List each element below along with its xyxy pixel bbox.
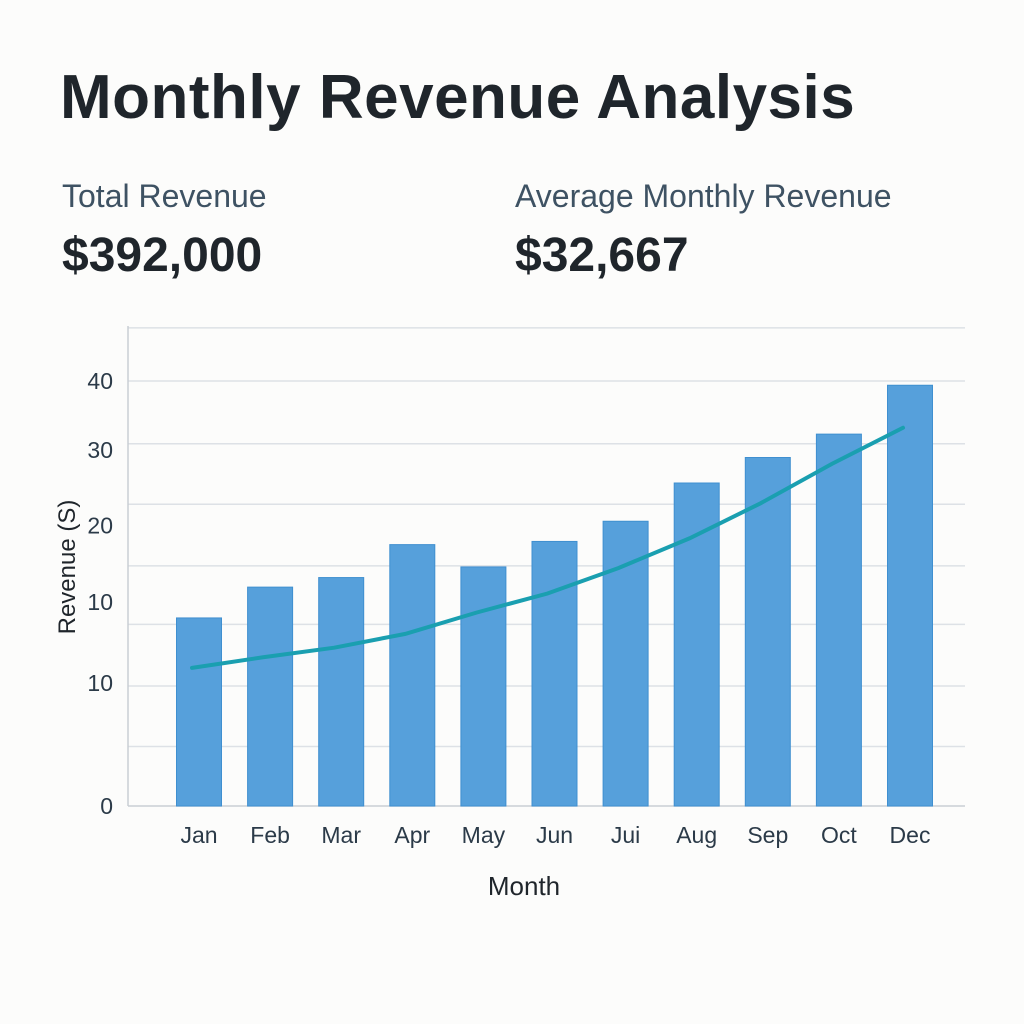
bar-sep xyxy=(744,457,791,807)
x-tick-label: Sep xyxy=(747,822,788,848)
bar-feb xyxy=(247,586,294,807)
x-tick-label: May xyxy=(462,822,506,848)
bar-oct xyxy=(815,433,862,807)
total-revenue-label: Total Revenue xyxy=(62,178,267,214)
x-tick-label: Aug xyxy=(676,822,717,848)
bar-jui xyxy=(602,520,649,807)
x-axis-label: Month xyxy=(488,871,560,901)
average-revenue-value: $32,667 xyxy=(515,229,689,282)
y-axis-label: Revenue (S) xyxy=(54,500,81,635)
x-tick-label: Mar xyxy=(321,822,361,848)
x-tick-label: Feb xyxy=(250,822,290,848)
total-revenue-value: $392,000 xyxy=(62,229,263,282)
bar-jan xyxy=(176,617,222,807)
x-tick-label: Apr xyxy=(394,822,430,848)
bar-dec xyxy=(887,384,933,807)
y-tick-label: 10 xyxy=(87,670,113,696)
x-tick-label: Jui xyxy=(611,822,640,848)
y-tick-label: 40 xyxy=(87,368,113,394)
x-tick-label: Jun xyxy=(536,822,573,848)
bar-mar xyxy=(318,577,365,807)
y-tick-label: 20 xyxy=(87,513,113,539)
y-tick-label: 10 xyxy=(87,589,113,615)
trend-line xyxy=(190,425,905,670)
bar-apr xyxy=(389,544,436,807)
y-tick-label: 30 xyxy=(87,437,113,463)
average-revenue-label: Average Monthly Revenue xyxy=(515,178,892,214)
x-tick-label: Dec xyxy=(890,822,931,848)
bar-may xyxy=(460,566,507,807)
x-tick-label: Jan xyxy=(180,822,217,848)
x-tick-label: Oct xyxy=(821,822,857,848)
page-title: Monthly Revenue Analysis xyxy=(60,63,856,132)
bar-jun xyxy=(531,540,578,807)
y-tick-label: 0 xyxy=(100,793,113,819)
bar-aug xyxy=(673,482,720,807)
